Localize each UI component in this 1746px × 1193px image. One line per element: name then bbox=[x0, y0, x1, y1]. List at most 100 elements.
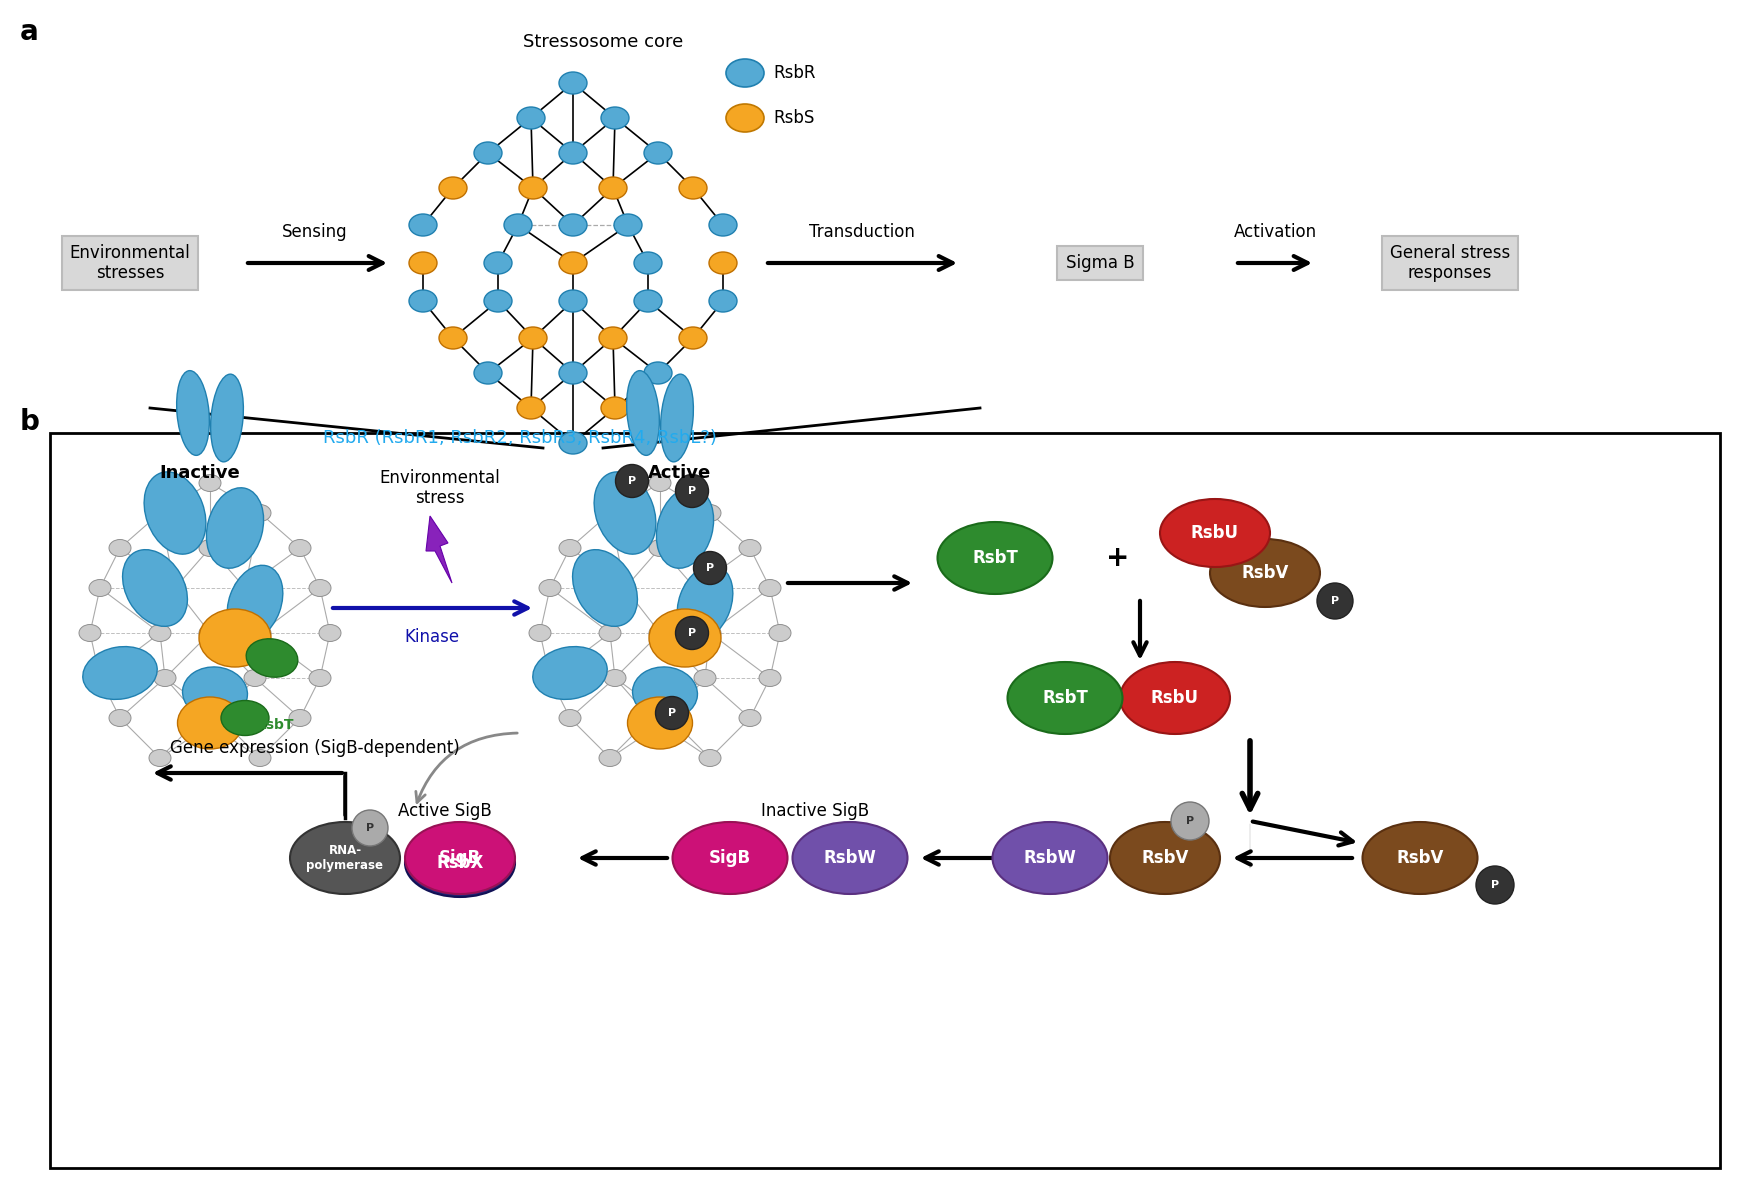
Ellipse shape bbox=[627, 371, 660, 456]
Ellipse shape bbox=[206, 488, 264, 568]
Ellipse shape bbox=[615, 214, 643, 236]
Ellipse shape bbox=[178, 697, 243, 749]
Circle shape bbox=[1172, 802, 1208, 840]
Ellipse shape bbox=[473, 142, 503, 163]
Ellipse shape bbox=[684, 580, 705, 596]
Ellipse shape bbox=[660, 375, 693, 462]
Ellipse shape bbox=[199, 539, 222, 556]
Text: General stress
responses: General stress responses bbox=[1390, 243, 1510, 283]
Text: Sensing: Sensing bbox=[283, 223, 347, 241]
Text: Active: Active bbox=[648, 464, 712, 482]
Circle shape bbox=[676, 617, 709, 649]
Ellipse shape bbox=[409, 290, 436, 313]
Ellipse shape bbox=[672, 822, 787, 894]
Ellipse shape bbox=[677, 565, 733, 641]
Polygon shape bbox=[426, 517, 452, 583]
Ellipse shape bbox=[290, 710, 311, 727]
Text: P: P bbox=[669, 707, 676, 718]
Ellipse shape bbox=[505, 214, 533, 236]
Ellipse shape bbox=[189, 710, 211, 727]
Ellipse shape bbox=[709, 290, 737, 313]
Ellipse shape bbox=[992, 822, 1107, 894]
Ellipse shape bbox=[739, 710, 761, 727]
Ellipse shape bbox=[938, 523, 1053, 594]
Ellipse shape bbox=[679, 177, 707, 199]
Ellipse shape bbox=[1210, 539, 1320, 607]
Ellipse shape bbox=[199, 608, 271, 667]
Ellipse shape bbox=[183, 667, 248, 719]
Ellipse shape bbox=[540, 580, 560, 596]
Ellipse shape bbox=[559, 142, 587, 163]
Ellipse shape bbox=[309, 580, 332, 596]
Text: P: P bbox=[688, 486, 697, 496]
Ellipse shape bbox=[519, 327, 546, 350]
Text: RsbS: RsbS bbox=[773, 109, 814, 126]
Ellipse shape bbox=[709, 252, 737, 274]
Text: SigB: SigB bbox=[438, 849, 482, 867]
Ellipse shape bbox=[484, 252, 512, 274]
Text: RsbU: RsbU bbox=[1151, 690, 1200, 707]
Ellipse shape bbox=[1110, 822, 1220, 894]
Ellipse shape bbox=[82, 647, 157, 699]
Ellipse shape bbox=[698, 624, 721, 642]
Text: RsbV: RsbV bbox=[1142, 849, 1189, 867]
Ellipse shape bbox=[409, 214, 436, 236]
Ellipse shape bbox=[148, 749, 171, 766]
Text: RsbT: RsbT bbox=[1042, 690, 1088, 707]
Ellipse shape bbox=[1362, 822, 1477, 894]
Ellipse shape bbox=[615, 580, 636, 596]
Text: Environmental
stresses: Environmental stresses bbox=[70, 243, 190, 283]
Text: +: + bbox=[1107, 544, 1130, 571]
Ellipse shape bbox=[176, 371, 210, 456]
Ellipse shape bbox=[658, 710, 681, 727]
Circle shape bbox=[655, 697, 688, 729]
Ellipse shape bbox=[599, 177, 627, 199]
Ellipse shape bbox=[693, 669, 716, 686]
Ellipse shape bbox=[484, 290, 512, 313]
Ellipse shape bbox=[627, 697, 693, 749]
Text: Sigma B: Sigma B bbox=[1065, 254, 1135, 272]
Text: P: P bbox=[705, 563, 714, 573]
Ellipse shape bbox=[679, 327, 707, 350]
Circle shape bbox=[1316, 583, 1353, 619]
Ellipse shape bbox=[405, 829, 515, 897]
Ellipse shape bbox=[709, 214, 737, 236]
Ellipse shape bbox=[89, 580, 112, 596]
Ellipse shape bbox=[599, 505, 622, 521]
Text: RsbS: RsbS bbox=[220, 628, 260, 642]
Text: Kinase: Kinase bbox=[405, 628, 459, 645]
Ellipse shape bbox=[1159, 499, 1269, 567]
Ellipse shape bbox=[698, 505, 721, 521]
Ellipse shape bbox=[533, 647, 608, 699]
Ellipse shape bbox=[601, 397, 629, 419]
Text: RsbT: RsbT bbox=[255, 718, 295, 733]
Ellipse shape bbox=[632, 667, 697, 719]
Circle shape bbox=[1475, 866, 1514, 904]
Ellipse shape bbox=[599, 624, 622, 642]
Text: P: P bbox=[629, 476, 636, 486]
Ellipse shape bbox=[519, 177, 546, 199]
Ellipse shape bbox=[559, 361, 587, 384]
Ellipse shape bbox=[222, 700, 269, 736]
Ellipse shape bbox=[760, 580, 780, 596]
Text: RsbW: RsbW bbox=[1023, 849, 1077, 867]
Text: RsbR: RsbR bbox=[773, 64, 815, 82]
Text: RsbV: RsbV bbox=[1397, 849, 1444, 867]
Ellipse shape bbox=[559, 252, 587, 274]
Text: RsbR (RsbR1, RsbR2, RsbR3, RsbR4, RsbL?): RsbR (RsbR1, RsbR2, RsbR3, RsbR4, RsbL?) bbox=[323, 429, 718, 447]
Text: RsbU: RsbU bbox=[1191, 524, 1240, 542]
Ellipse shape bbox=[211, 375, 243, 462]
Ellipse shape bbox=[793, 822, 908, 894]
Text: Transduction: Transduction bbox=[808, 223, 915, 241]
Ellipse shape bbox=[656, 488, 714, 568]
Text: Inactive: Inactive bbox=[159, 464, 241, 482]
Text: RsbX: RsbX bbox=[436, 854, 484, 872]
Circle shape bbox=[616, 464, 648, 497]
Ellipse shape bbox=[199, 624, 222, 642]
Ellipse shape bbox=[517, 397, 545, 419]
Ellipse shape bbox=[438, 327, 466, 350]
Ellipse shape bbox=[405, 822, 515, 894]
Ellipse shape bbox=[108, 710, 131, 727]
Text: P: P bbox=[1186, 816, 1194, 826]
Ellipse shape bbox=[517, 107, 545, 129]
